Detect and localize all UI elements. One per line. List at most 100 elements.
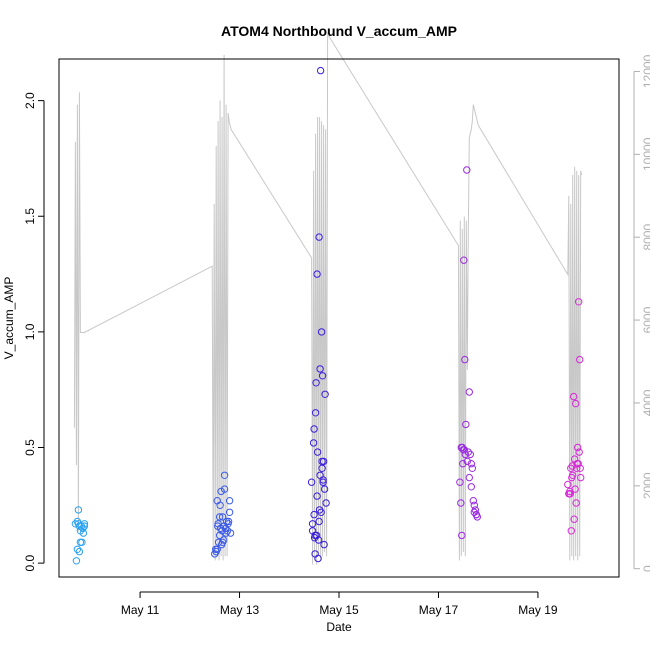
y-tick-label: 1.0 — [23, 323, 37, 340]
data-point — [462, 420, 470, 429]
data-point — [463, 166, 471, 174]
x-axis-label: Date — [326, 620, 352, 634]
data-point — [226, 529, 235, 537]
data-point — [576, 355, 584, 364]
data-point — [218, 538, 227, 546]
data-point — [315, 517, 323, 526]
data-point — [75, 547, 84, 556]
data-point — [310, 510, 318, 519]
y-axis-label: V_accum_AMP — [2, 277, 16, 360]
right-axis-tick-label: 8000 — [641, 224, 650, 251]
right-axis-tick-label: 10000 — [641, 137, 650, 171]
right-axis-tick-label: 12000 — [641, 54, 650, 88]
data-point — [469, 497, 477, 505]
data-point — [73, 517, 82, 526]
data-point — [570, 392, 578, 401]
data-point — [575, 448, 583, 456]
data-point — [225, 497, 234, 505]
data-point — [461, 450, 469, 459]
data-point — [564, 480, 572, 489]
data-point — [459, 460, 467, 468]
data-point — [467, 460, 475, 468]
data-point — [472, 510, 480, 519]
data-point — [314, 554, 322, 563]
data-point — [315, 233, 323, 241]
data-point — [75, 522, 84, 530]
y-tick-label: 0.0 — [23, 554, 37, 571]
data-point — [575, 298, 583, 306]
data-point — [307, 478, 316, 486]
data-point — [572, 499, 580, 507]
axes-layer: May 11 May 13 May 15 May 17 May 19 0.0 0.5 1.0 1… — [23, 54, 650, 616]
data-point — [315, 506, 324, 514]
data-point — [460, 256, 468, 264]
x-tick-label: May 17 — [419, 603, 459, 617]
data-point — [76, 538, 85, 546]
y-tick-label: 2.0 — [23, 92, 37, 109]
data-point — [461, 355, 469, 364]
data-point — [220, 485, 229, 493]
points-layer — [71, 66, 585, 565]
data-point — [466, 450, 474, 459]
data-point — [72, 557, 81, 565]
data-point — [457, 499, 465, 507]
data-point — [470, 501, 478, 509]
x-tick-label: May 13 — [220, 603, 260, 617]
data-point — [318, 372, 327, 380]
data-point — [577, 473, 585, 482]
data-point — [572, 399, 580, 408]
data-point — [220, 471, 229, 479]
data-point — [570, 515, 578, 523]
data-point — [316, 66, 325, 75]
data-point — [468, 464, 476, 472]
right-axis-tick-label: 0 — [641, 565, 650, 572]
data-point — [460, 446, 468, 454]
data-point — [314, 536, 323, 544]
x-tick-label: May 19 — [518, 603, 558, 617]
right-axis-tick-label: 4000 — [641, 389, 650, 416]
data-point — [568, 473, 576, 482]
secondary-series-line — [73, 32, 583, 565]
data-point — [319, 457, 328, 466]
data-point — [456, 478, 464, 486]
data-point — [212, 545, 220, 553]
data-point — [463, 457, 471, 466]
chart-title: ATOM4 Northbound V_accum_AMP — [221, 23, 457, 39]
data-point — [317, 328, 326, 336]
right-axis-tick-label: 2000 — [641, 472, 650, 499]
data-point — [465, 388, 473, 396]
plot-frame — [58, 58, 620, 578]
data-point — [218, 513, 227, 521]
data-point — [567, 527, 575, 535]
data-point — [571, 485, 579, 493]
data-point — [316, 365, 324, 373]
data-point — [309, 439, 318, 447]
data-point — [320, 540, 328, 549]
data-point — [215, 513, 224, 521]
data-point — [73, 545, 82, 553]
data-point — [310, 425, 318, 433]
data-point — [313, 448, 322, 456]
data-point — [225, 508, 234, 516]
data-point — [318, 457, 326, 466]
data-point — [458, 443, 466, 452]
data-point — [467, 483, 475, 491]
data-point — [321, 390, 329, 398]
data-point — [312, 379, 320, 387]
data-point — [322, 499, 330, 507]
data-point — [76, 527, 85, 535]
data-point — [308, 520, 317, 528]
data-point — [74, 506, 83, 514]
data-point — [316, 471, 324, 479]
x-tick-label: May 11 — [121, 603, 160, 617]
data-point — [458, 531, 466, 540]
right-axis-tick-label: 6000 — [641, 306, 650, 333]
data-point — [78, 538, 86, 546]
data-point — [311, 409, 320, 417]
data-point — [218, 527, 226, 535]
x-tick-label: May 15 — [319, 603, 359, 617]
secondary-line-layer — [73, 32, 583, 565]
data-point — [573, 460, 581, 468]
data-point — [319, 478, 327, 486]
